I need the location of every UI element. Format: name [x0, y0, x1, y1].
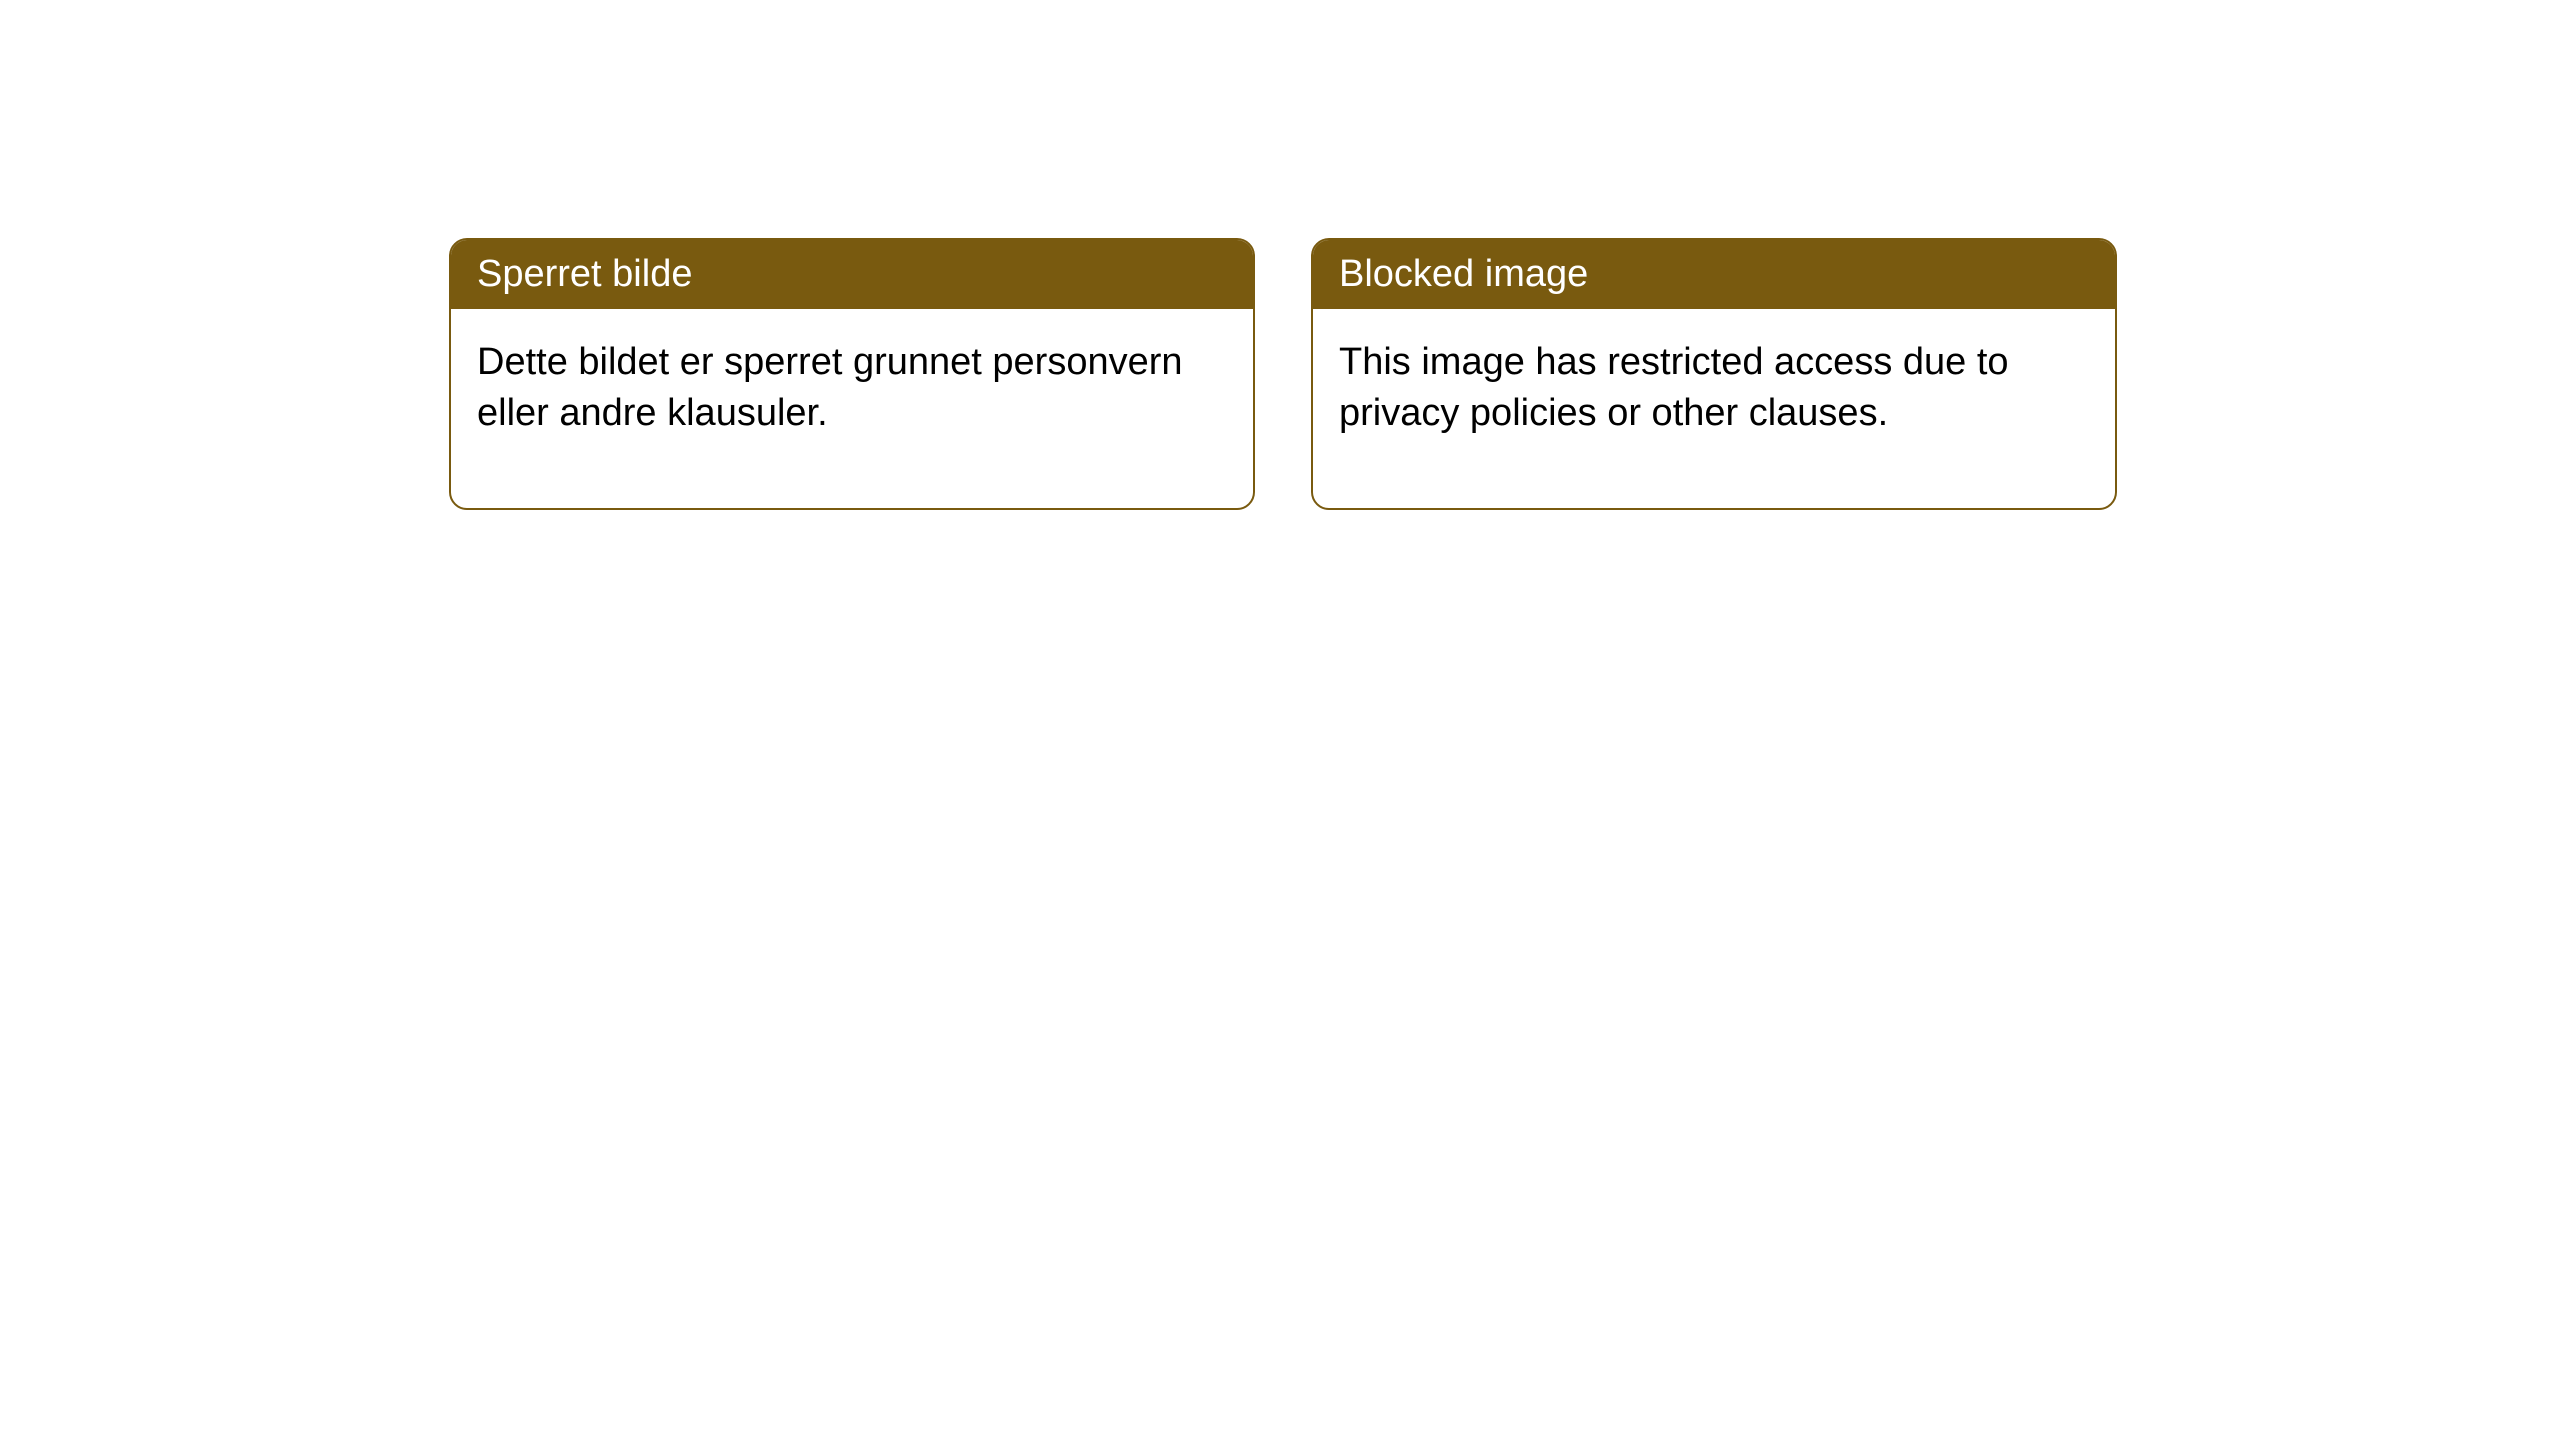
card-title: Sperret bilde: [477, 253, 692, 295]
blocked-notice-card-norwegian: Sperret bilde Dette bildet er sperret gr…: [449, 238, 1255, 510]
blocked-image-notices: Sperret bilde Dette bildet er sperret gr…: [449, 238, 2117, 510]
card-body: Dette bildet er sperret grunnet personve…: [451, 309, 1253, 508]
card-message: Dette bildet er sperret grunnet personve…: [477, 341, 1183, 434]
card-header: Sperret bilde: [451, 240, 1253, 309]
card-body: This image has restricted access due to …: [1313, 309, 2115, 508]
card-header: Blocked image: [1313, 240, 2115, 309]
card-title: Blocked image: [1339, 253, 1588, 295]
blocked-notice-card-english: Blocked image This image has restricted …: [1311, 238, 2117, 510]
card-message: This image has restricted access due to …: [1339, 341, 2009, 434]
